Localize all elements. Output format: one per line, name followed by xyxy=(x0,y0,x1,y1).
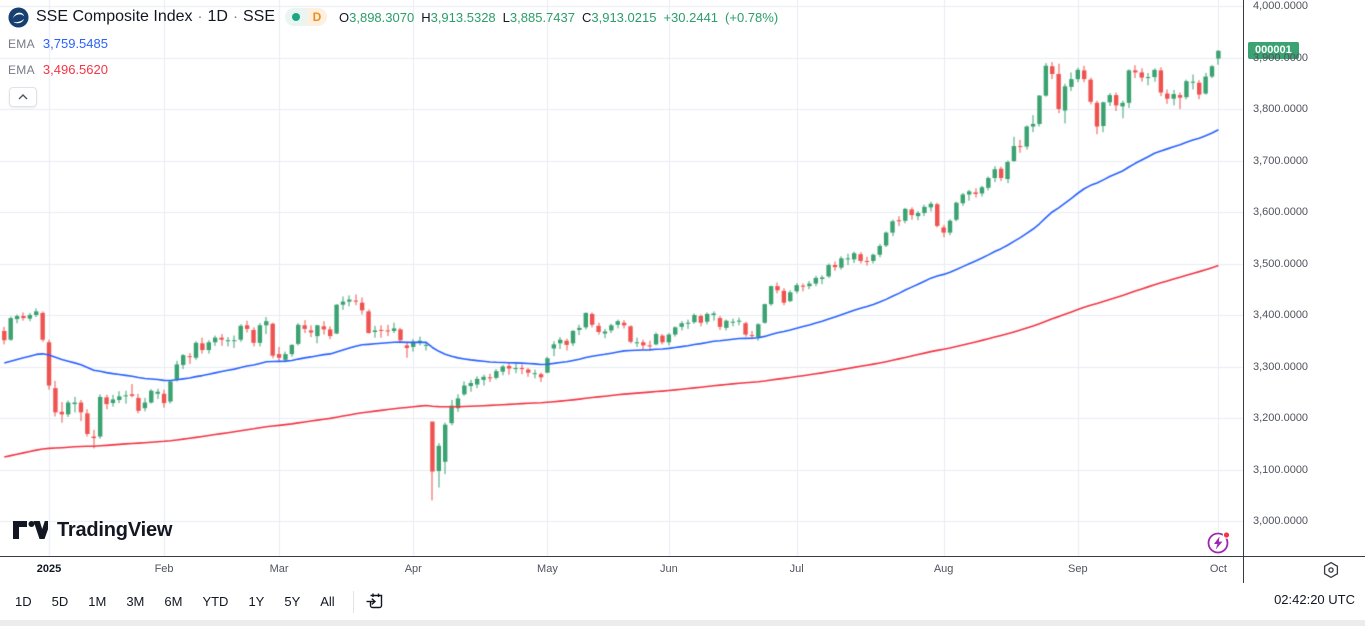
time-axis-label: 2025 xyxy=(36,563,62,575)
chart-legend: SSE Composite Index · 1D · SSE D O3,898.3070… xyxy=(8,5,785,107)
tradingview-logo-icon xyxy=(13,520,48,539)
indicator-row-ema-fast[interactable]: EMA 3,759.5485 xyxy=(8,32,785,55)
price-axis-label: 3,400.0000 xyxy=(1253,309,1309,321)
range-button-5d[interactable]: 5D xyxy=(43,589,78,614)
last-price-ticker-tag: 000001 xyxy=(1248,42,1299,60)
footer-strip xyxy=(0,620,1365,626)
title-separator: · xyxy=(197,8,203,25)
price-chart-canvas[interactable] xyxy=(0,0,1243,556)
calendar-icon xyxy=(366,593,382,608)
price-axis-label: 3,800.0000 xyxy=(1253,103,1309,115)
range-button-ytd[interactable]: YTD xyxy=(193,589,237,614)
price-axis-label: 3,500.0000 xyxy=(1253,257,1309,270)
change-value: +30.2441 xyxy=(663,9,719,25)
time-axis-label: Jul xyxy=(789,563,804,575)
close-value: 3,913.0215 xyxy=(591,9,657,25)
time-axis-label: Aug xyxy=(933,563,954,575)
sse-exchange-logo-icon xyxy=(8,6,29,28)
settings-hexagon-icon xyxy=(1323,561,1339,579)
time-axis-label: May xyxy=(537,563,558,575)
toolbar-divider xyxy=(352,590,354,613)
range-button-all[interactable]: All xyxy=(311,589,343,614)
time-axis[interactable]: 2025 Feb Mar Apr May Jun Jul Aug Sep Oct xyxy=(0,556,1365,584)
range-button-5y[interactable]: 5Y xyxy=(275,589,309,614)
price-axis[interactable]: 000001 3,000.0000 3,100.0000 3,200.0000 3,3… xyxy=(1243,0,1365,556)
time-axis-label: Jun xyxy=(659,563,678,575)
price-axis-label: 3,300.0000 xyxy=(1253,360,1309,373)
market-status-pill[interactable]: D xyxy=(285,8,327,26)
ohlc-values: O3,898.3070 H3,913.5328 L3,885.7437 C3,9… xyxy=(339,10,785,25)
legend-collapse-button[interactable] xyxy=(9,87,37,107)
clock-utc: 02:42:20 UTC xyxy=(1274,592,1355,607)
axis-corner-divider xyxy=(1243,557,1244,583)
low-value: 3,885.7437 xyxy=(509,9,575,25)
range-button-6m[interactable]: 6M xyxy=(155,589,191,614)
date-range-buttons: 1D 5D 1M 3M 6M YTD 1Y 5Y All xyxy=(5,589,345,614)
bottom-toolbar: 1D 5D 1M 3M 6M YTD 1Y 5Y All 02:42:20 UTC xyxy=(0,583,1365,620)
price-axis-label: 3,000.0000 xyxy=(1253,515,1309,527)
high-value: 3,913.5328 xyxy=(430,9,496,25)
price-axis-label: 3,900.0000 xyxy=(1253,51,1309,64)
symbol-title[interactable]: SSE Composite Index · 1D · SSE xyxy=(36,8,275,25)
quick-actions-button[interactable] xyxy=(1204,526,1236,558)
change-percent: (+0.78%) xyxy=(725,9,779,25)
price-axis-label: 3,600.0000 xyxy=(1253,206,1309,218)
range-button-1y[interactable]: 1Y xyxy=(239,589,273,614)
price-axis-label: 3,100.0000 xyxy=(1253,463,1309,476)
close-label: C xyxy=(581,9,592,25)
indicator-row-ema-slow[interactable]: EMA 3,496.5620 xyxy=(8,58,785,81)
indicator-label: EMA xyxy=(8,62,35,77)
range-button-1d[interactable]: 1D xyxy=(6,589,41,614)
indicator-label: EMA xyxy=(8,36,35,51)
open-label: O xyxy=(339,9,350,25)
title-separator: · xyxy=(232,8,238,25)
interval-badge: D xyxy=(307,8,327,26)
symbol-row: SSE Composite Index · 1D · SSE D O3,898.3070… xyxy=(8,5,785,29)
range-button-1m[interactable]: 1M xyxy=(79,589,115,614)
time-axis-label: Sep xyxy=(1068,563,1088,575)
price-scale-settings-button[interactable] xyxy=(1322,561,1340,579)
tradingview-attribution[interactable]: TradingView xyxy=(12,519,172,542)
price-axis-label: 4,000.0000 xyxy=(1253,0,1309,12)
notification-dot-icon xyxy=(1222,531,1231,539)
price-axis-label: 3,700.0000 xyxy=(1253,154,1309,167)
go-to-date-button[interactable] xyxy=(362,589,388,615)
time-axis-label: Oct xyxy=(1209,563,1227,575)
tradingview-brand-text: TradingView xyxy=(57,519,173,541)
open-value: 3,898.3070 xyxy=(349,9,415,25)
high-label: H xyxy=(421,9,431,25)
lightning-icon xyxy=(1207,531,1231,554)
market-open-segment xyxy=(285,8,307,26)
chevron-up-icon xyxy=(18,94,28,100)
price-axis-label: 3,200.0000 xyxy=(1253,412,1309,424)
low-label: L xyxy=(502,9,510,25)
time-axis-label: Feb xyxy=(154,563,174,575)
range-button-3m[interactable]: 3M xyxy=(117,589,153,614)
time-axis-label: Mar xyxy=(269,563,289,575)
indicator-value: 3,759.5485 xyxy=(42,36,108,51)
market-open-dot-icon xyxy=(292,13,300,21)
time-axis-label: Apr xyxy=(404,563,422,575)
indicator-value: 3,496.5620 xyxy=(42,62,108,77)
